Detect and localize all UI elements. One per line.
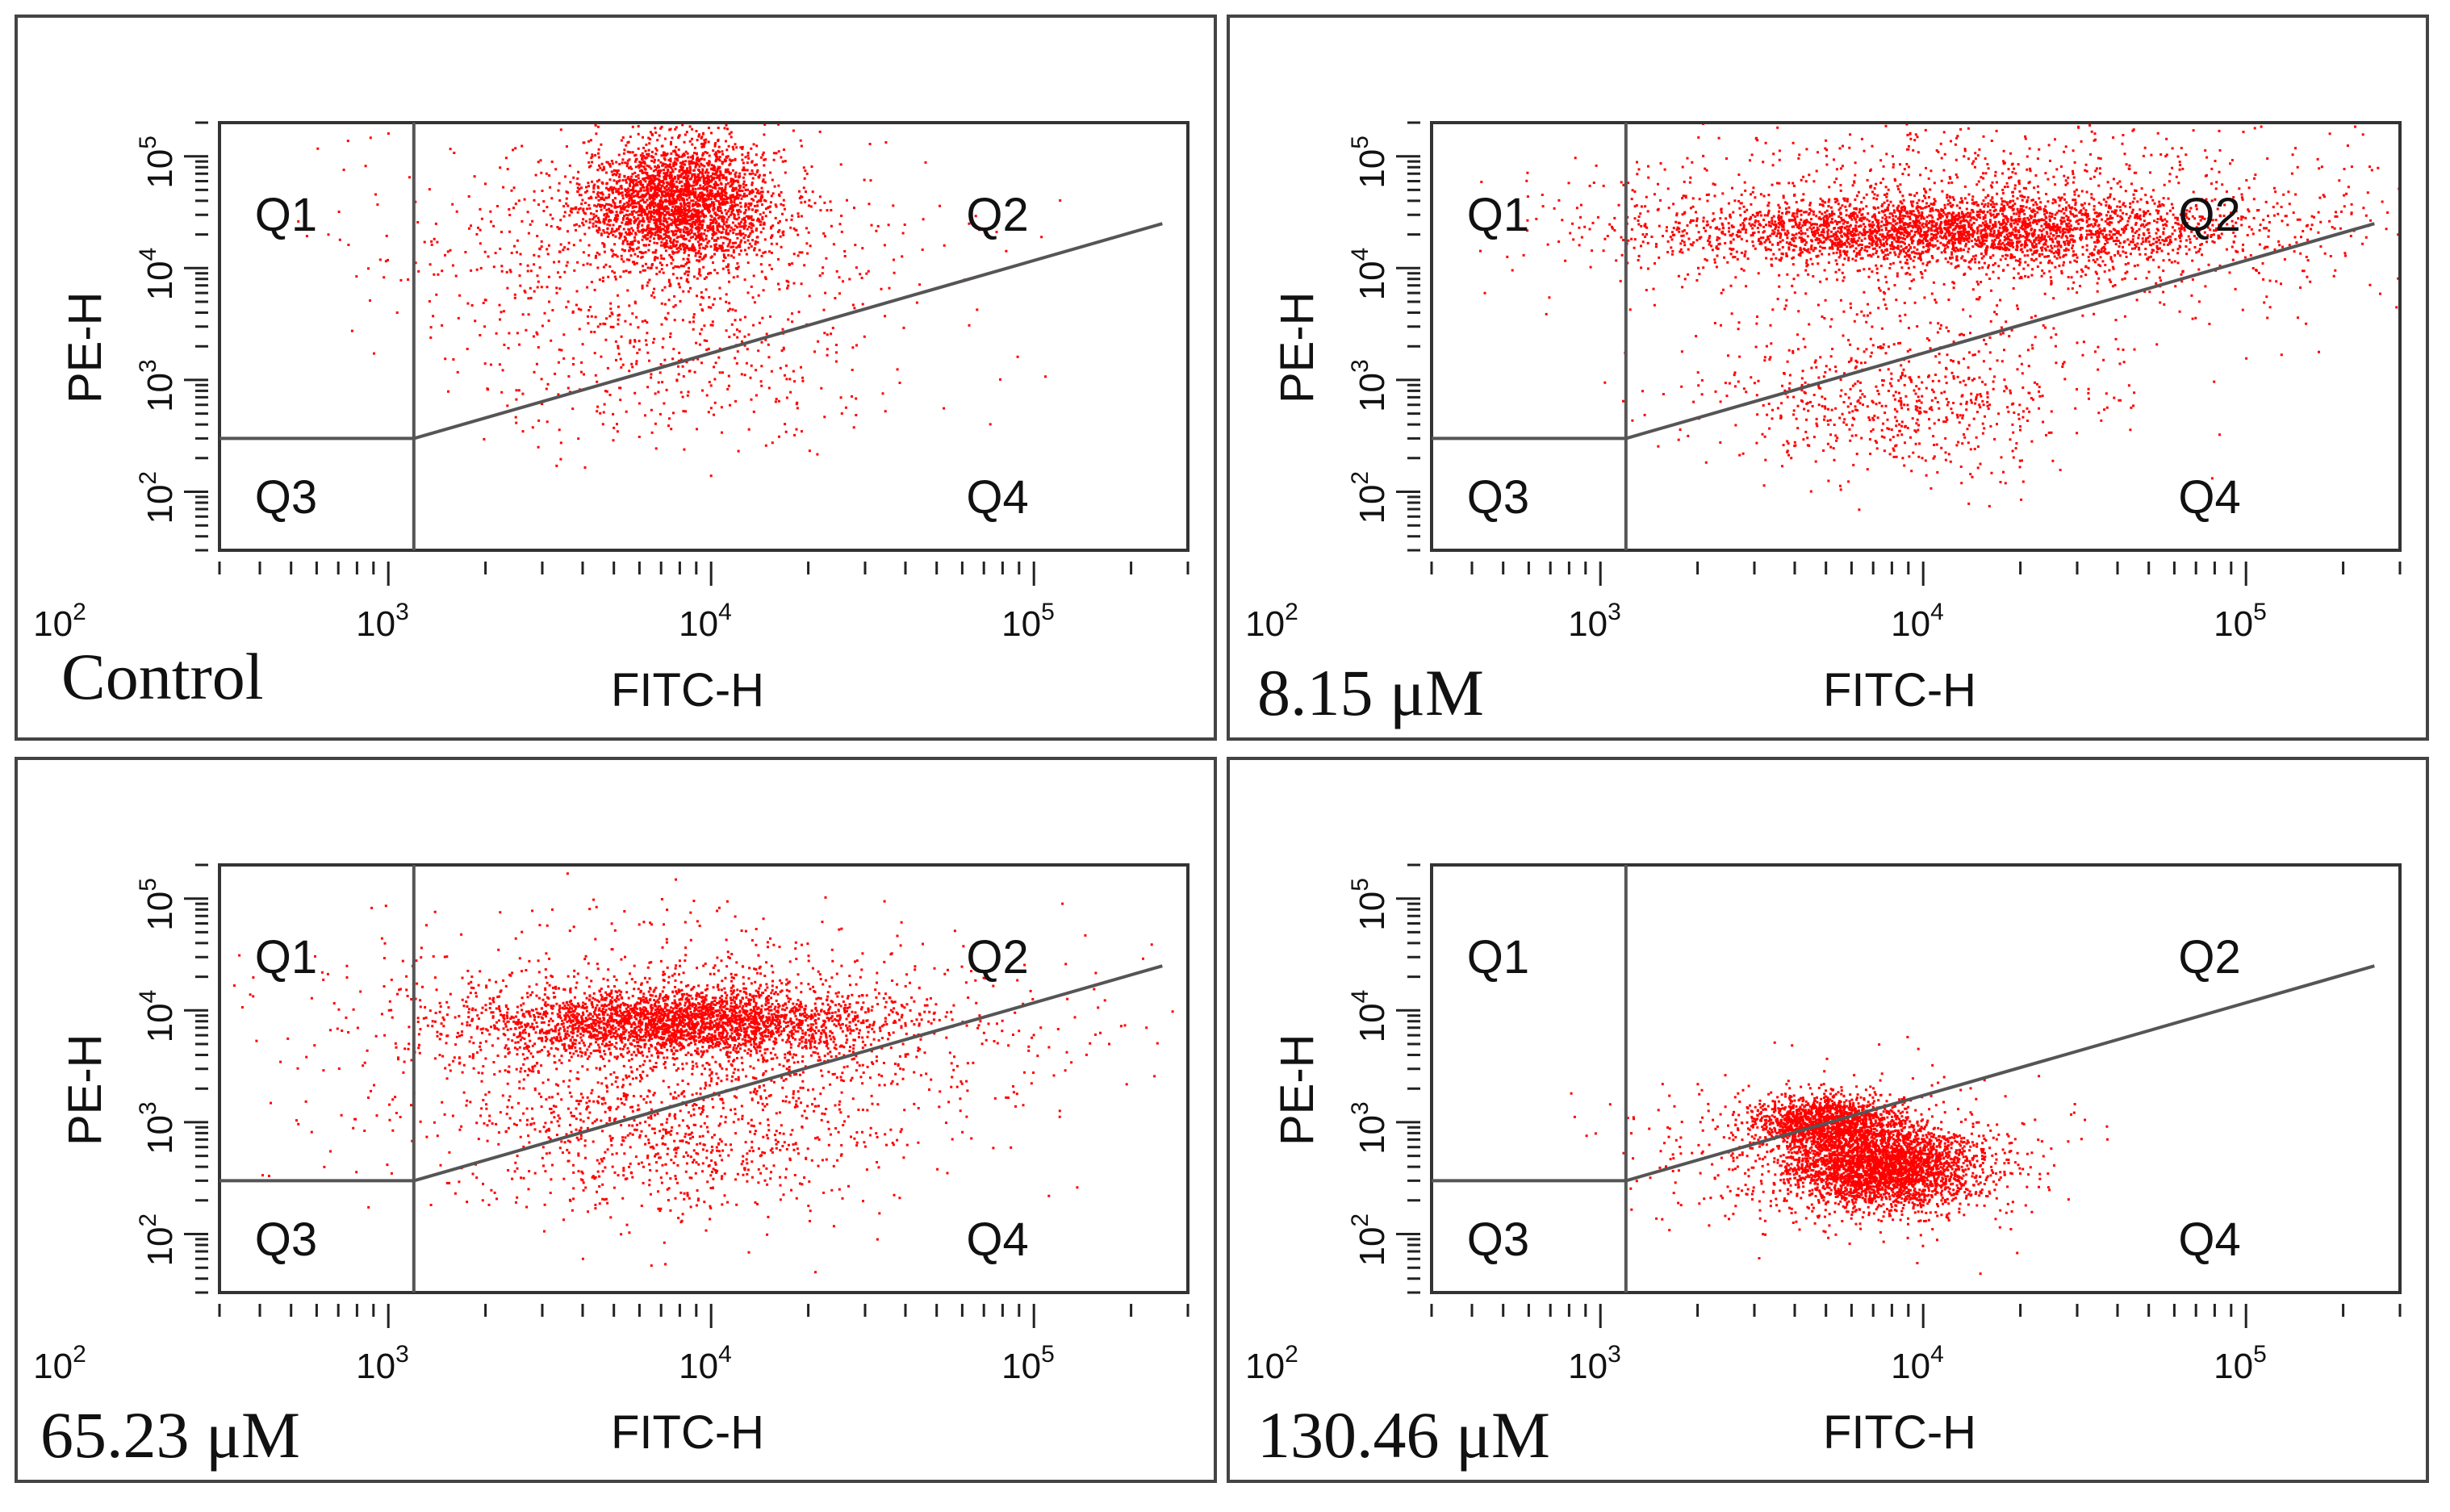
population-dots	[232, 872, 1174, 1274]
condition-label: 130.46 μM	[1257, 1398, 1550, 1472]
population-dots	[297, 123, 1062, 478]
condition-label: 8.15 μM	[1257, 656, 1484, 729]
flow-plot: Q1 Q2 Q3 Q4 102 103 104 105 102 103 104 105	[33, 121, 1189, 644]
x-tick-label: 103	[356, 599, 409, 644]
gate-diagonal	[413, 964, 1163, 1183]
x-tick-label: 104	[679, 1341, 732, 1386]
y-tick-label: 102	[1347, 471, 1392, 524]
population-dots	[1570, 1035, 2109, 1276]
x-axis-label: FITC-H	[611, 664, 765, 716]
panel-8-15-uM: Q1 Q2 Q3 Q4 102 103 104 105 102 103 104 105 8.15 μM…	[1227, 15, 2429, 741]
event-points	[232, 872, 1174, 1274]
x-tick-label: 102	[33, 1341, 86, 1386]
x-tick-label: 103	[1568, 1341, 1621, 1386]
y-tick-label: 104	[1347, 248, 1392, 301]
flow-plot: Q1 Q2 Q3 Q4 102 103 104 105 102 103 104 105	[33, 863, 1189, 1386]
x-tick-label: 104	[1891, 599, 1944, 644]
panel-65-23-uM: Q1 Q2 Q3 Q4 102 103 104 105 102 103 104 105 65.23 μ…	[15, 757, 1217, 1483]
panel-control: Q1 Q2 Q3 Q4 102 103 104 105 102 103 104 105 Control…	[15, 15, 1217, 741]
x-tick-label: 105	[2214, 1341, 2267, 1386]
quadrant-label-q2: Q2	[966, 931, 1028, 984]
flow-plot: Q1 Q2 Q3 Q4 102 103 104 105 102 103 104 105	[1245, 121, 2402, 644]
population-dots	[1479, 123, 2400, 512]
gate-diagonal	[413, 222, 1163, 441]
quadrant-label-q4: Q4	[966, 1213, 1028, 1266]
y-tick-label: 105	[1347, 136, 1392, 189]
x-tick-label: 105	[1001, 1341, 1055, 1386]
y-axis-label: PE-H	[59, 291, 111, 403]
x-tick-label: 103	[356, 1341, 409, 1386]
y-tick-label: 102	[135, 471, 180, 524]
quadrant-label-q3: Q3	[1467, 1213, 1529, 1266]
y-tick-label: 102	[135, 1213, 180, 1267]
quadrant-label-q4: Q4	[2178, 471, 2240, 524]
gate-diagonal	[1625, 964, 2375, 1183]
y-tick-label: 105	[135, 136, 180, 189]
y-tick-label: 104	[135, 248, 180, 301]
x-tick-label: 104	[679, 599, 732, 644]
x-axis-label: FITC-H	[1823, 664, 1977, 716]
axis-ticks	[1396, 863, 2402, 1328]
condition-label: Control	[61, 640, 264, 713]
flow-plot: Q1 Q2 Q3 Q4 102 103 104 105 102 103 104 105	[1245, 863, 2402, 1386]
quadrant-label-q4: Q4	[966, 471, 1028, 524]
quadrant-label-q3: Q3	[255, 471, 317, 524]
axis-ticks	[184, 863, 1189, 1328]
y-tick-label: 103	[1347, 1101, 1392, 1155]
axis-ticks	[1396, 121, 2402, 586]
x-tick-label: 102	[33, 599, 86, 644]
y-tick-label: 104	[135, 990, 180, 1043]
x-tick-label: 102	[1245, 599, 1298, 644]
panel-130-46-uM: Q1 Q2 Q3 Q4 102 103 104 105 102 103 104 105 130.46 …	[1227, 757, 2429, 1483]
y-tick-label: 105	[1347, 878, 1392, 931]
quadrant-label-q4: Q4	[2178, 1213, 2240, 1266]
condition-label: 65.23 μM	[40, 1398, 300, 1472]
x-tick-label: 105	[2214, 599, 2267, 644]
quadrant-label-q1: Q1	[1467, 189, 1529, 241]
quadrant-label-q2: Q2	[2178, 189, 2240, 241]
quadrant-label-q1: Q1	[255, 931, 317, 984]
plot-frame	[218, 863, 1189, 1294]
event-points	[1570, 1035, 2109, 1276]
quadrant-label-q1: Q1	[1467, 931, 1529, 984]
axis-ticks	[184, 121, 1189, 586]
quadrant-label-q3: Q3	[255, 1213, 317, 1266]
event-points	[1479, 123, 2400, 512]
plot-frame	[218, 121, 1189, 552]
x-tick-label: 102	[1245, 1341, 1298, 1386]
plot-frame	[1430, 121, 2402, 552]
quadrant-label-q2: Q2	[966, 189, 1028, 241]
y-tick-label: 103	[135, 359, 180, 412]
y-tick-label: 105	[135, 878, 180, 931]
y-axis-label: PE-H	[59, 1034, 111, 1146]
y-axis-label: PE-H	[1271, 1034, 1323, 1146]
plot-frame	[1430, 863, 2402, 1294]
y-tick-label: 103	[135, 1101, 180, 1155]
y-tick-label: 104	[1347, 990, 1392, 1043]
y-axis-label: PE-H	[1271, 291, 1323, 403]
x-tick-label: 104	[1891, 1341, 1944, 1386]
y-tick-label: 103	[1347, 359, 1392, 412]
event-points	[297, 123, 1062, 478]
quadrant-label-q1: Q1	[255, 189, 317, 241]
x-axis-label: FITC-H	[611, 1406, 765, 1459]
quadrant-label-q3: Q3	[1467, 471, 1529, 524]
x-tick-label: 105	[1001, 599, 1055, 644]
gate-diagonal	[1625, 222, 2375, 441]
x-tick-label: 103	[1568, 599, 1621, 644]
y-tick-label: 102	[1347, 1213, 1392, 1267]
quadrant-label-q2: Q2	[2178, 931, 2240, 984]
x-axis-label: FITC-H	[1823, 1406, 1977, 1459]
